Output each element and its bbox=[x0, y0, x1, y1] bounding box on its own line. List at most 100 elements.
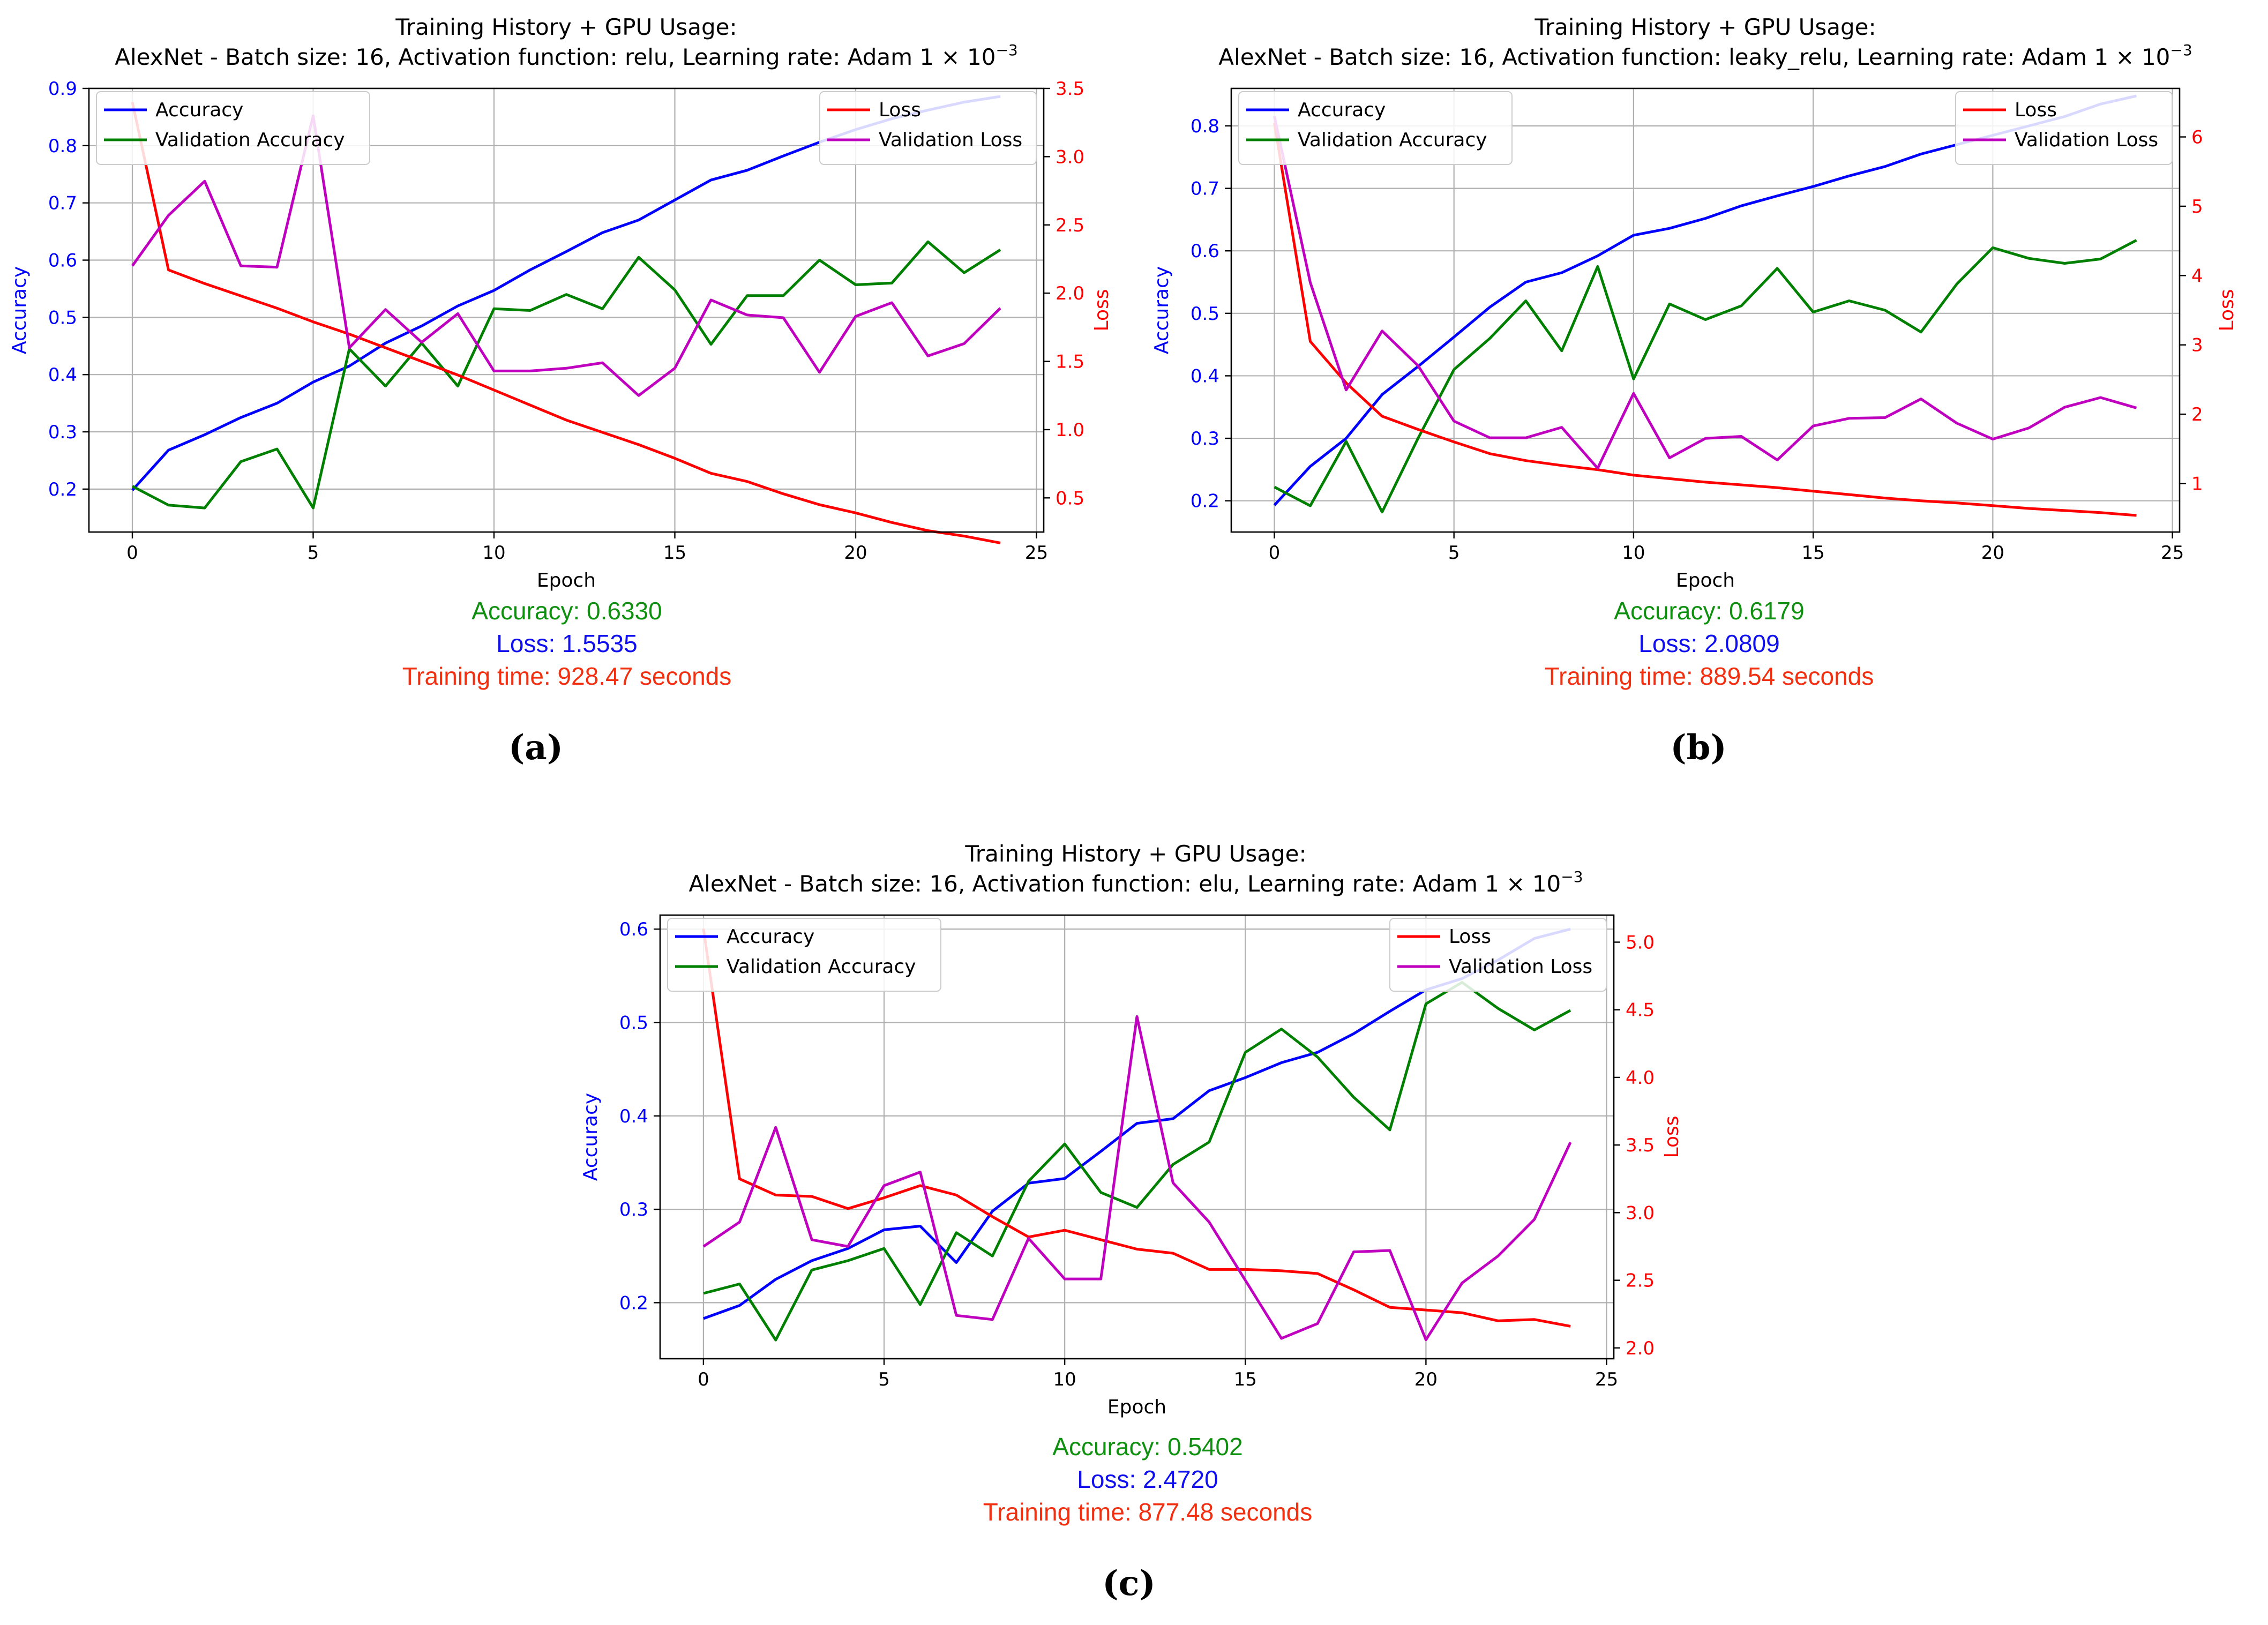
y-left-tick-label: 0.7 bbox=[48, 193, 77, 214]
y-right-axis-label: Loss bbox=[2216, 289, 2238, 332]
legend-box: Loss Validation Loss bbox=[819, 91, 1037, 165]
series-line-validation-accuracy bbox=[1274, 239, 2137, 514]
y-right-axis-label: Loss bbox=[1091, 289, 1113, 332]
caption-b: (b) bbox=[1670, 728, 1727, 768]
y-right-tick-label: 3.5 bbox=[1056, 78, 1084, 100]
y-left-axis-label: Accuracy bbox=[1151, 266, 1173, 354]
y-right-tick-label: 3 bbox=[2191, 335, 2203, 356]
x-tick-label: 10 bbox=[1622, 542, 1645, 564]
chart-title-line1: Training History + GPU Usage: bbox=[1534, 14, 1876, 40]
y-right-tick-label: 2.0 bbox=[1626, 1338, 1655, 1359]
plot-frame bbox=[1230, 87, 2181, 533]
stats-loss-c: Loss: 2.4720 bbox=[1077, 1465, 1218, 1493]
y-left-tick-label: 0.5 bbox=[1191, 303, 1219, 325]
chart-title-line1: Training History + GPU Usage: bbox=[395, 14, 737, 40]
x-tick-label: 20 bbox=[1414, 1369, 1438, 1390]
legend-loss-label: Loss bbox=[879, 99, 921, 121]
y-right-tick-label: 3.5 bbox=[1626, 1135, 1655, 1156]
x-axis-label: Epoch bbox=[1107, 1396, 1166, 1418]
legend-validation-loss-label: Validation Loss bbox=[2015, 129, 2158, 151]
legend-accuracy-label: Accuracy bbox=[727, 926, 814, 948]
y-left-tick-label: 0.4 bbox=[1191, 365, 1219, 387]
stats-block-a: Accuracy: 0.6330 Loss: 1.5535 Training t… bbox=[353, 595, 781, 693]
y-left-tick-label: 0.5 bbox=[619, 1012, 648, 1034]
chart-title-exponent: −3 bbox=[2170, 41, 2192, 59]
x-tick-label: 5 bbox=[1448, 542, 1460, 564]
y-left-tick-label: 0.6 bbox=[1191, 241, 1219, 262]
stats-accuracy-a: Accuracy: 0.6330 bbox=[471, 597, 662, 625]
chart-a-svg: Training History + GPU Usage:AlexNet - B… bbox=[9, 14, 1113, 591]
x-tick-label: 15 bbox=[663, 542, 686, 564]
series-line-validation-accuracy bbox=[703, 981, 1571, 1342]
y-right-tick-label: 0.5 bbox=[1056, 488, 1084, 509]
series-line-loss bbox=[131, 101, 1001, 544]
x-tick-label: 5 bbox=[878, 1369, 890, 1390]
legend-validation-accuracy-label: Validation Accuracy bbox=[155, 129, 345, 151]
legend-box: Accuracy Validation Accuracy bbox=[96, 91, 370, 165]
y-right-tick-label: 2.0 bbox=[1056, 283, 1084, 304]
x-tick-label: 20 bbox=[1981, 542, 2004, 564]
y-right-tick-label: 2 bbox=[2191, 404, 2203, 425]
plot-frame bbox=[659, 914, 1615, 1360]
y-right-tick-label: 3.0 bbox=[1056, 146, 1084, 168]
y-right-tick-label: 1.5 bbox=[1056, 351, 1084, 373]
plot-frame bbox=[88, 87, 1045, 533]
x-tick-label: 10 bbox=[1053, 1369, 1076, 1390]
x-tick-label: 10 bbox=[482, 542, 505, 564]
y-left-tick-label: 0.6 bbox=[48, 250, 77, 272]
x-tick-label: 0 bbox=[126, 542, 138, 564]
y-left-tick-label: 0.3 bbox=[1191, 428, 1219, 450]
stats-time-c: Training time: 877.48 seconds bbox=[983, 1498, 1313, 1526]
series-line-validation-loss bbox=[702, 1015, 1572, 1342]
stats-loss-b: Loss: 2.0809 bbox=[1638, 630, 1780, 657]
chart-title-line2: AlexNet - Batch size: 16, Activation fun… bbox=[688, 868, 1583, 897]
stats-time-a: Training time: 928.47 seconds bbox=[402, 662, 732, 690]
legend-validation-loss-label: Validation Loss bbox=[879, 129, 1022, 151]
caption-c: (c) bbox=[1102, 1563, 1156, 1604]
y-right-tick-label: 5.0 bbox=[1626, 932, 1655, 953]
chart-c-svg: Training History + GPU Usage:AlexNet - B… bbox=[580, 841, 1683, 1418]
y-right-tick-label: 4.0 bbox=[1626, 1067, 1655, 1089]
legend-frame bbox=[819, 91, 1037, 165]
x-tick-label: 5 bbox=[308, 542, 319, 564]
y-right-tick-label: 1.0 bbox=[1056, 420, 1084, 441]
stats-block-b: Accuracy: 0.6179 Loss: 2.0809 Training t… bbox=[1495, 595, 1923, 693]
series-line-loss bbox=[702, 928, 1571, 1328]
legend-loss-label: Loss bbox=[1449, 926, 1491, 948]
legend-frame bbox=[1389, 918, 1607, 992]
x-axis-label: Epoch bbox=[1676, 570, 1735, 591]
y-left-tick-label: 0.2 bbox=[1191, 491, 1219, 512]
y-left-tick-label: 0.5 bbox=[48, 307, 77, 328]
y-left-tick-label: 0.3 bbox=[619, 1199, 648, 1220]
stats-time-b: Training time: 889.54 seconds bbox=[1544, 662, 1874, 690]
x-tick-label: 15 bbox=[1802, 542, 1825, 564]
chart-title-line1: Training History + GPU Usage: bbox=[964, 841, 1306, 867]
stats-accuracy-c: Accuracy: 0.5402 bbox=[1052, 1433, 1243, 1461]
chart-b-svg: Training History + GPU Usage:AlexNet - B… bbox=[1151, 14, 2238, 591]
y-left-tick-label: 0.9 bbox=[48, 78, 77, 100]
series-line-validation-loss bbox=[131, 114, 1001, 397]
legend-frame bbox=[1955, 91, 2173, 165]
y-left-axis-label: Accuracy bbox=[580, 1093, 602, 1181]
y-left-tick-label: 0.4 bbox=[619, 1106, 648, 1127]
x-tick-label: 25 bbox=[1025, 542, 1048, 564]
x-axis-label: Epoch bbox=[537, 570, 596, 591]
y-left-tick-label: 0.8 bbox=[1191, 116, 1219, 137]
chart-title-line2: AlexNet - Batch size: 16, Activation fun… bbox=[1218, 41, 2192, 70]
y-right-tick-label: 4 bbox=[2191, 265, 2203, 287]
y-right-tick-label: 3.0 bbox=[1626, 1202, 1655, 1224]
chart-panel-c: Training History + GPU Usage: AlexNet - B… bbox=[573, 836, 1698, 1418]
legend-loss-label: Loss bbox=[2015, 99, 2057, 121]
y-right-tick-label: 2.5 bbox=[1626, 1270, 1655, 1292]
y-left-tick-label: 0.8 bbox=[48, 136, 77, 157]
x-tick-label: 25 bbox=[2161, 542, 2184, 564]
legend-box: Loss Validation Loss bbox=[1955, 91, 2173, 165]
legend-validation-accuracy-label: Validation Accuracy bbox=[1298, 129, 1487, 151]
stats-loss-a: Loss: 1.5535 bbox=[496, 630, 638, 657]
legend-frame bbox=[1238, 91, 1513, 165]
legend-box: Accuracy Validation Accuracy bbox=[667, 918, 941, 992]
y-left-axis-label: Accuracy bbox=[9, 266, 31, 354]
legend-accuracy-label: Accuracy bbox=[155, 99, 243, 121]
x-tick-label: 20 bbox=[844, 542, 867, 564]
chart-title-exponent: −3 bbox=[1561, 868, 1583, 886]
